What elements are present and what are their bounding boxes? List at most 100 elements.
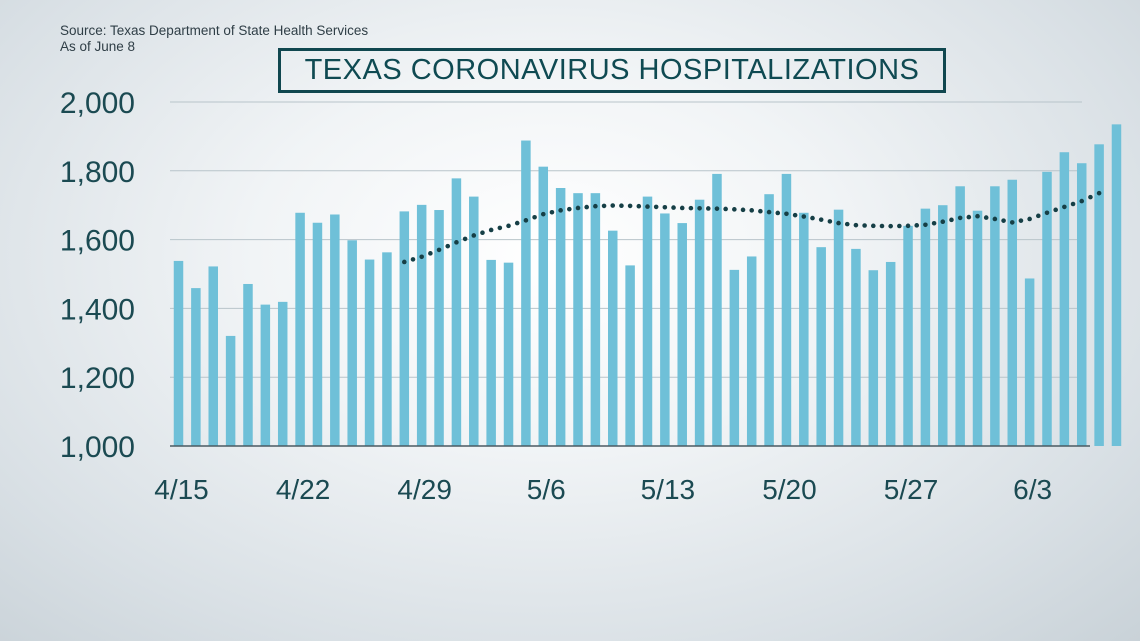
trend-dot (532, 214, 537, 220)
trend-dot (1009, 220, 1015, 225)
bar-5-16 (712, 173, 722, 446)
bar-4-28 (399, 211, 410, 446)
trend-dot (827, 219, 833, 224)
trend-dot (471, 233, 477, 238)
bar-6-3 (1024, 278, 1035, 446)
bar-6-6 (1076, 163, 1087, 447)
bar-5-30 (955, 186, 965, 446)
trend-dot (1053, 207, 1058, 213)
bar-4-27 (382, 252, 392, 446)
trend-dot (1027, 216, 1032, 222)
trend-dot (775, 210, 781, 216)
trend-dot (966, 214, 972, 220)
bar-5-29 (938, 205, 948, 446)
bar-4-21 (277, 301, 288, 446)
trend-dot (627, 203, 633, 209)
trend-dot (619, 203, 624, 209)
trend-dot (610, 203, 616, 208)
trend-dot (1088, 194, 1093, 200)
trend-dot (871, 223, 876, 229)
x-tick-label: 5/27 (884, 474, 939, 505)
trend-dot (1018, 218, 1024, 223)
bar-5-20 (781, 173, 792, 446)
trend-dot (1096, 190, 1102, 196)
trend-dot (1044, 210, 1050, 216)
bar-4-15 (173, 260, 184, 446)
trend-dot (558, 208, 563, 213)
trend-dot (949, 217, 954, 223)
trend-dot (679, 205, 685, 211)
trend-dot (897, 223, 902, 229)
bar-5-5 (521, 140, 531, 446)
bar-5-26 (885, 261, 896, 446)
trend-dot (801, 214, 807, 219)
bar-4-24 (330, 214, 340, 446)
trend-dot (705, 206, 711, 211)
trend-dot (749, 208, 755, 213)
bar-5-2 (469, 196, 479, 446)
trend-dot (436, 247, 442, 253)
bar-5-28 (920, 208, 931, 446)
as-of-note: As of June 8 (60, 39, 136, 54)
trend-dot (740, 207, 746, 213)
trend-dot (888, 223, 893, 229)
source-note: Source: Texas Department of State Health… (60, 23, 369, 38)
trend-dot (402, 259, 407, 265)
x-tick-label: 6/3 (1013, 474, 1052, 505)
bar-4-20 (260, 304, 271, 446)
bar-4-17 (208, 266, 218, 446)
trend-dot (540, 211, 546, 217)
bar-5-23 (833, 209, 844, 446)
trend-dot (914, 223, 920, 228)
bar-4-29 (416, 204, 427, 446)
trend-dot (488, 227, 494, 233)
bar-5-9 (590, 193, 601, 446)
bar-4-26 (364, 259, 375, 446)
bar-5-22 (816, 247, 826, 446)
trend-dot (454, 240, 459, 245)
trend-dot (410, 257, 416, 262)
trend-dot (419, 254, 424, 260)
trend-dot (862, 223, 867, 228)
trend-dot (792, 212, 798, 218)
trend-dot (593, 203, 598, 209)
bars (173, 124, 1122, 447)
y-tick-label: 1,200 (60, 362, 135, 395)
trend-dot (905, 223, 911, 229)
bar-5-1 (451, 178, 462, 446)
y-tick-label: 2,000 (60, 87, 135, 120)
trend-dot (723, 206, 728, 212)
trend-dot (931, 220, 937, 226)
trend-dot (758, 208, 763, 214)
trend-dot (445, 243, 451, 249)
x-tick-label: 4/15 (154, 474, 209, 505)
bar-5-10 (608, 230, 618, 446)
bar-5-27 (903, 225, 913, 446)
bar-5-15 (694, 199, 705, 446)
x-tick-label: 4/22 (276, 474, 331, 505)
bar-5-21 (799, 212, 809, 446)
x-tick-label: 4/29 (397, 474, 452, 505)
bar-6-7 (1094, 144, 1104, 446)
bar-6-2 (1007, 179, 1018, 447)
bar-5-8 (573, 193, 583, 446)
trend-dot (923, 222, 928, 228)
bar-5-12 (642, 196, 653, 446)
trend-dot (810, 215, 815, 221)
bar-5-18 (746, 256, 757, 446)
bar-4-22 (295, 212, 305, 446)
bar-4-30 (434, 210, 444, 446)
trend-dot (975, 213, 980, 219)
trend-dot (818, 217, 824, 222)
bar-5-11 (625, 265, 635, 446)
y-tick-label: 1,800 (60, 156, 135, 189)
bar-5-13 (660, 213, 670, 446)
bar-5-7 (555, 188, 566, 446)
bar-4-18 (225, 335, 236, 446)
trend-dot (844, 221, 850, 227)
trend-dot (497, 225, 503, 231)
bar-5-24 (851, 248, 861, 446)
trend-dot (584, 204, 589, 210)
trend-dot (784, 211, 789, 217)
bar-6-4 (1042, 171, 1052, 446)
